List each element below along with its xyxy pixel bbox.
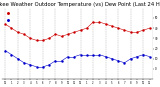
Title: Milwaukee Weather Outdoor Temperature (vs) Dew Point (Last 24 Hours): Milwaukee Weather Outdoor Temperature (v…: [0, 2, 160, 7]
